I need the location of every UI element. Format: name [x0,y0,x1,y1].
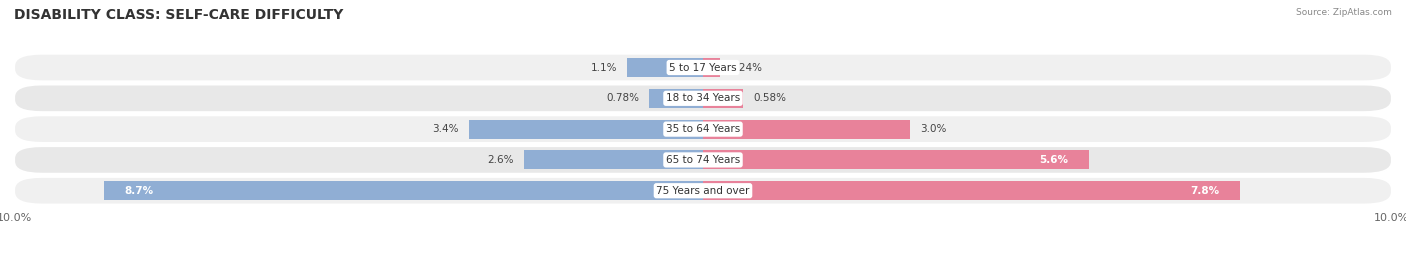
Bar [468,120,703,139]
FancyBboxPatch shape [14,115,1392,143]
Bar [703,181,1240,200]
Bar [703,58,720,77]
Text: 8.7%: 8.7% [124,186,153,196]
Bar [650,89,703,108]
Bar [703,89,742,108]
Legend: Male, Female: Male, Female [634,266,772,269]
Text: 35 to 64 Years: 35 to 64 Years [666,124,740,134]
Text: 0.78%: 0.78% [606,93,638,103]
Text: 65 to 74 Years: 65 to 74 Years [666,155,740,165]
Text: Source: ZipAtlas.com: Source: ZipAtlas.com [1296,8,1392,17]
Text: 7.8%: 7.8% [1191,186,1219,196]
Text: 3.0%: 3.0% [920,124,946,134]
Text: 0.58%: 0.58% [754,93,786,103]
Text: DISABILITY CLASS: SELF-CARE DIFFICULTY: DISABILITY CLASS: SELF-CARE DIFFICULTY [14,8,343,22]
Text: 1.1%: 1.1% [591,62,617,73]
Text: 0.24%: 0.24% [730,62,763,73]
FancyBboxPatch shape [14,54,1392,82]
Bar [104,181,703,200]
Text: 18 to 34 Years: 18 to 34 Years [666,93,740,103]
Bar [524,150,703,169]
FancyBboxPatch shape [14,146,1392,174]
FancyBboxPatch shape [14,177,1392,205]
Text: 75 Years and over: 75 Years and over [657,186,749,196]
Text: 3.4%: 3.4% [432,124,458,134]
Bar [627,58,703,77]
Text: 5 to 17 Years: 5 to 17 Years [669,62,737,73]
Bar [703,120,910,139]
Text: 5.6%: 5.6% [1039,155,1069,165]
Bar [703,150,1088,169]
Text: 2.6%: 2.6% [486,155,513,165]
FancyBboxPatch shape [14,84,1392,112]
